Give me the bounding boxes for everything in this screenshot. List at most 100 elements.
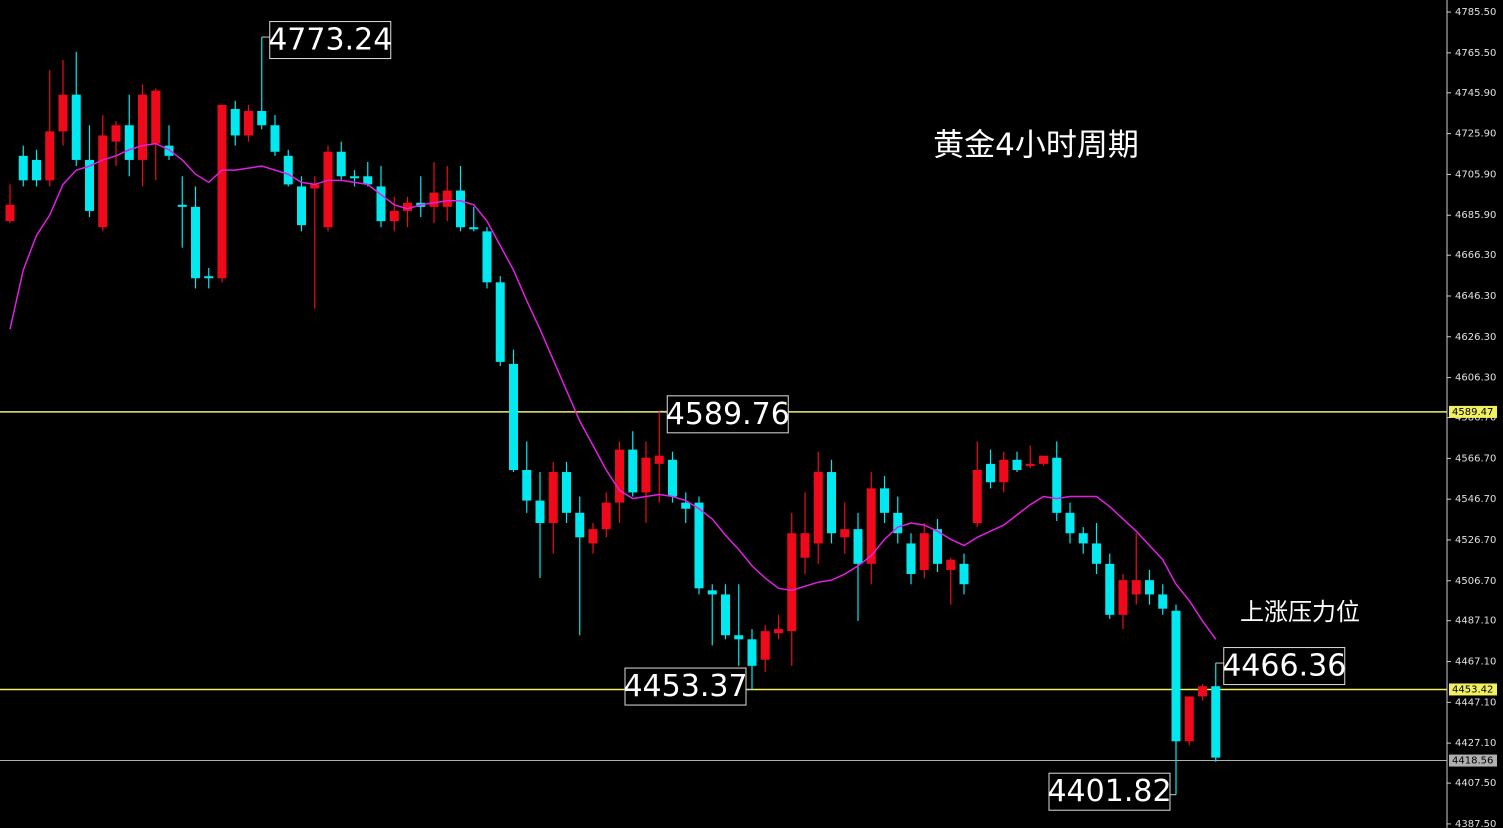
candle-body (310, 184, 320, 189)
candle-body (297, 186, 306, 226)
candle-body (999, 459, 1009, 483)
candle-body (575, 512, 585, 538)
candle-body (204, 276, 214, 279)
candle-body (469, 227, 479, 230)
candle-body (442, 190, 452, 207)
candle-body (283, 155, 293, 185)
price-box (1449, 683, 1497, 696)
candle-body (601, 502, 611, 530)
callout-label: 4401.82 (1047, 774, 1171, 809)
candle-body (257, 110, 267, 126)
candle-body (800, 533, 810, 558)
annotation: 上涨压力位 (1240, 598, 1360, 626)
candle-body (336, 151, 346, 177)
candle-body (244, 110, 253, 136)
candle-body (270, 125, 280, 152)
candle-body (495, 282, 505, 362)
candle-body (1078, 533, 1088, 544)
candle-body (681, 502, 691, 509)
candle-body (668, 459, 677, 497)
candle-body (45, 131, 55, 181)
candle-body (787, 533, 797, 632)
y-tick-label: 4646.30 (1455, 291, 1496, 302)
candle-body (866, 488, 876, 564)
candle-body (880, 488, 889, 513)
candle-body (1012, 459, 1022, 470)
candle-body (111, 125, 121, 142)
y-tick-label: 4705.90 (1455, 169, 1496, 180)
candle-body (919, 533, 929, 570)
candle-body (1092, 543, 1101, 564)
candle-body (403, 202, 412, 211)
candle-body (18, 155, 28, 181)
candle-body (1184, 696, 1194, 742)
candle-body (5, 204, 15, 222)
candle-body (522, 469, 532, 501)
candle-body (363, 176, 373, 185)
y-tick-label: 4546.70 (1455, 494, 1496, 505)
y-tick-label: 4427.10 (1455, 738, 1496, 749)
callout-box (1048, 772, 1171, 811)
candle-body (1118, 580, 1128, 615)
candle-body (548, 472, 558, 524)
candle-body (840, 529, 850, 538)
candle-body (853, 529, 863, 564)
y-tick-label: 4526.70 (1455, 535, 1496, 546)
y-tick-label: 4626.30 (1455, 332, 1496, 343)
candle-body (482, 231, 492, 283)
candle-body (230, 108, 240, 136)
candle-body (98, 135, 108, 228)
candle-body (1211, 686, 1221, 758)
candle-body (71, 94, 81, 160)
y-tick-label: 4606.30 (1455, 373, 1496, 384)
candle-body (694, 502, 704, 589)
candle-body (1158, 594, 1168, 609)
candle-body (164, 145, 174, 156)
candle-body (774, 629, 783, 634)
candle-body (177, 204, 187, 207)
candle-body (628, 449, 638, 493)
price-box (1449, 754, 1497, 767)
candle-body (641, 457, 651, 493)
candle-body (562, 472, 571, 513)
price-box (1449, 405, 1497, 418)
candle-body (456, 190, 465, 228)
callout-box (624, 667, 747, 706)
candle-body (946, 559, 956, 570)
y-tick-label: 4765.50 (1455, 48, 1496, 59)
candle-body (138, 94, 147, 160)
y-tick-label: 4566.70 (1455, 453, 1496, 464)
candle-body (760, 631, 770, 660)
y-tick-label: 4506.70 (1455, 576, 1496, 587)
candle-body (58, 94, 68, 132)
price-label: 4418.56 (1452, 756, 1493, 767)
candle-body (959, 563, 969, 585)
candle-body (1145, 580, 1154, 595)
candle-body (323, 151, 333, 228)
candle-body (509, 363, 518, 470)
candle-body (813, 472, 823, 544)
y-tick-label: 4387.50 (1455, 819, 1496, 828)
moving-average (9, 142, 1217, 640)
callout-label: 4773.24 (268, 23, 392, 58)
candle-body (827, 472, 836, 534)
candle-body (1105, 563, 1115, 615)
candle-body (972, 469, 982, 524)
y-tick-label: 4725.90 (1455, 129, 1496, 140)
candle-body (217, 104, 227, 279)
candle-body (906, 543, 916, 575)
chart-title: 黄金4小时周期 (933, 128, 1139, 164)
candle-body (429, 192, 439, 207)
callout-box (1223, 647, 1346, 686)
y-tick-label: 4487.10 (1455, 616, 1496, 627)
y-tick-label: 4666.30 (1455, 250, 1496, 261)
y-tick-label: 4467.10 (1455, 657, 1496, 668)
callout-box (666, 395, 789, 434)
candle-body (654, 455, 664, 464)
y-tick-label: 4447.10 (1455, 697, 1496, 708)
candle-body (191, 206, 200, 279)
candle-body (1025, 463, 1035, 466)
price-label: 4453.42 (1452, 684, 1493, 695)
